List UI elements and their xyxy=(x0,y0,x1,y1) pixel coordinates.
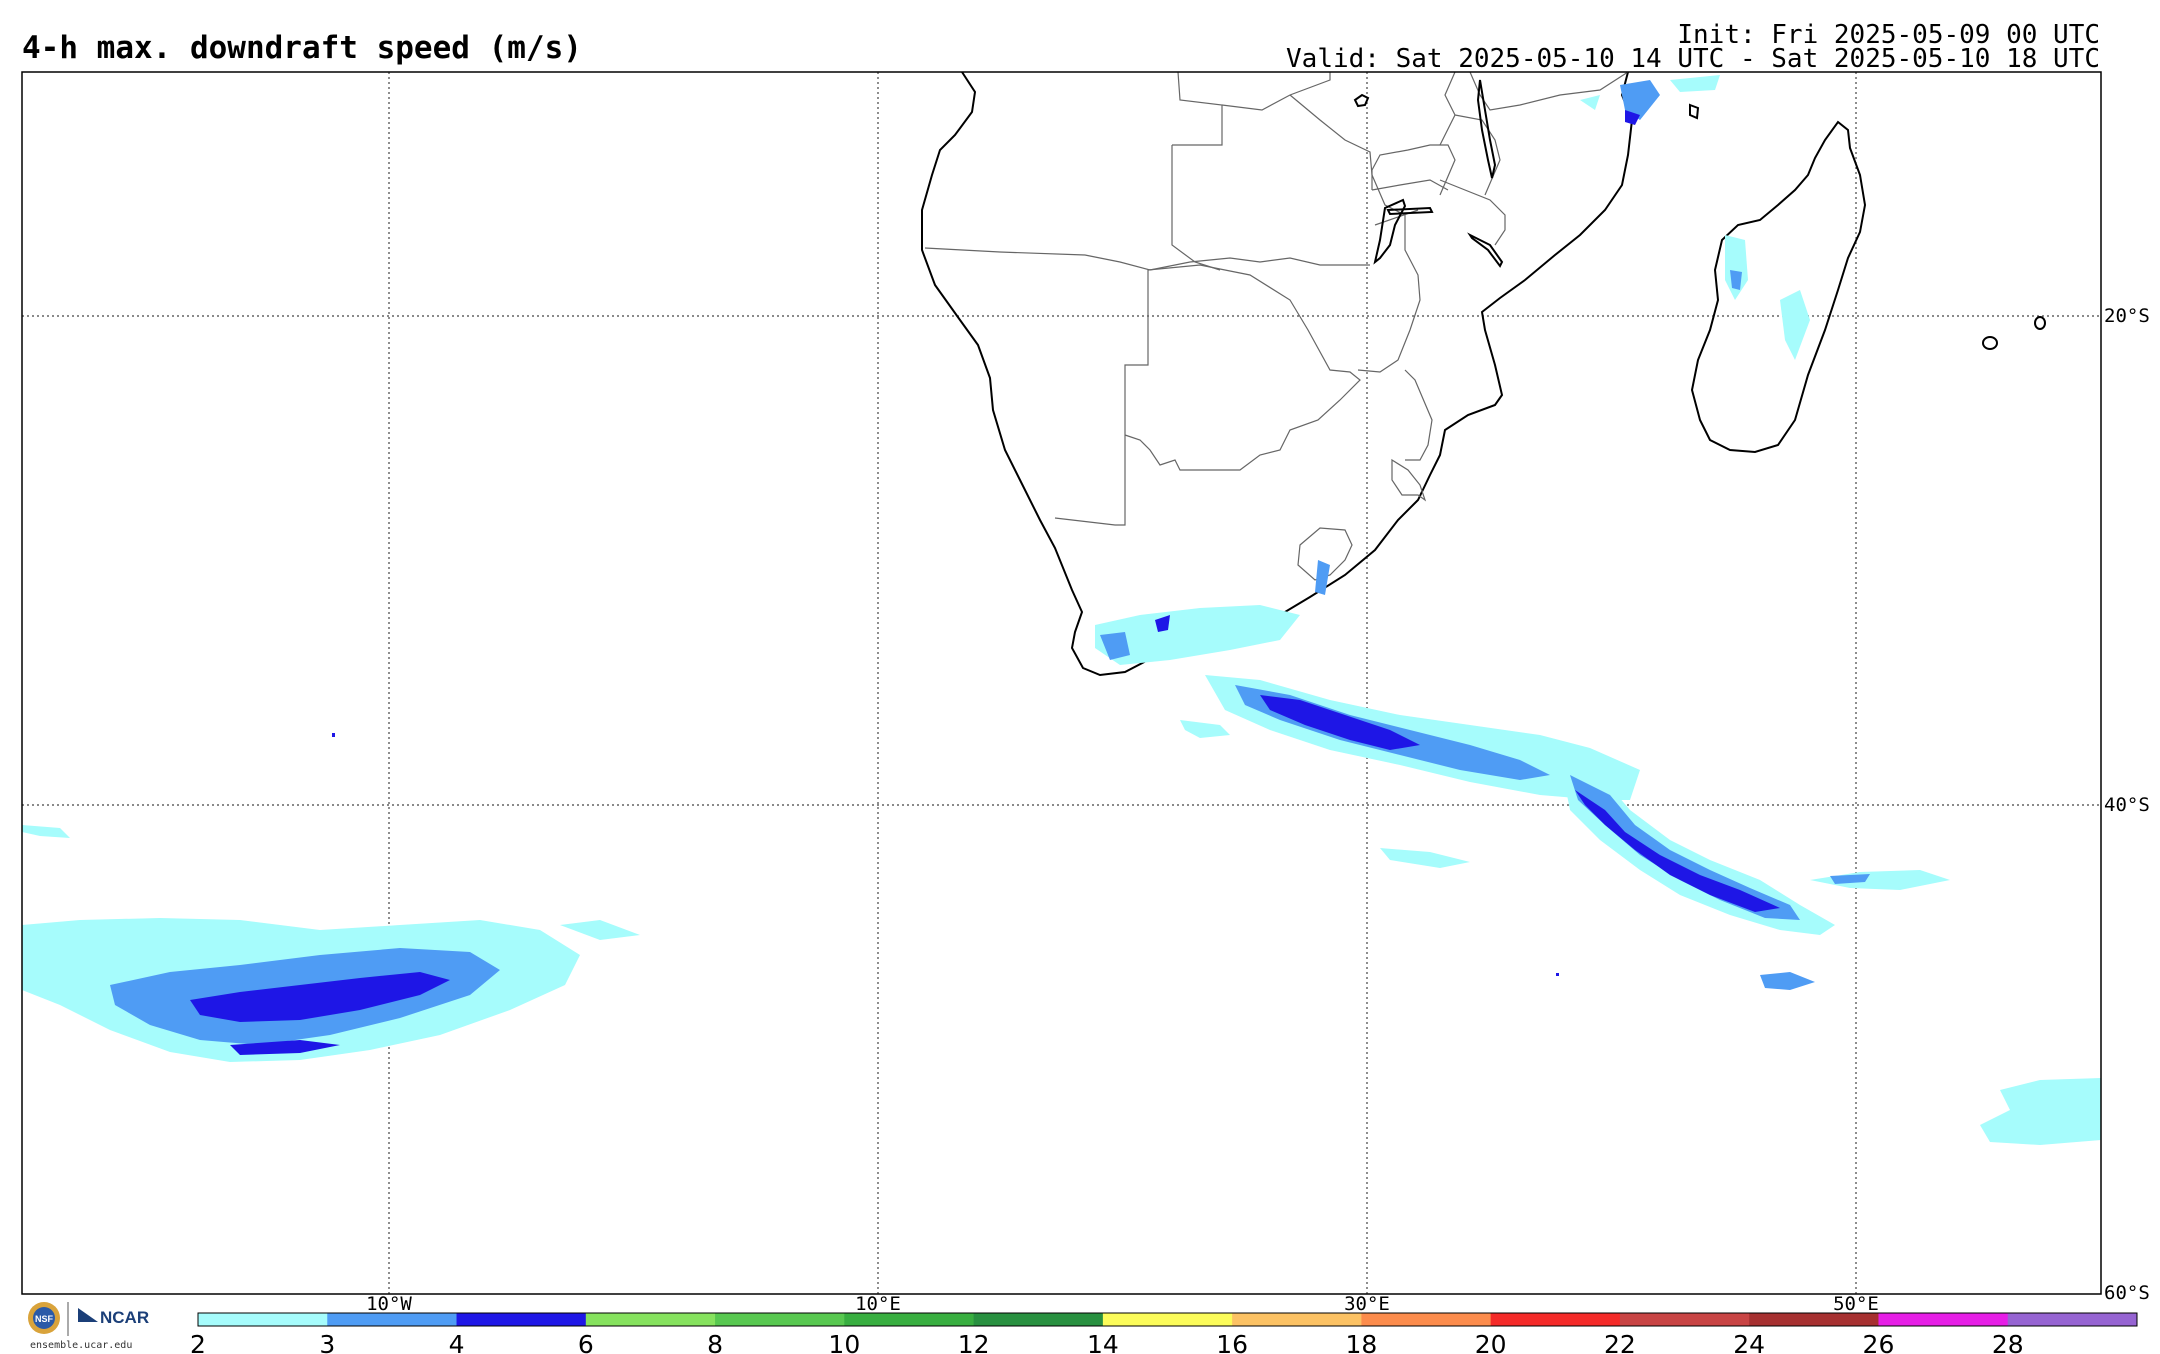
colorbar-tick-label: 24 xyxy=(1733,1330,1765,1354)
colorbar-frame xyxy=(197,1312,2138,1327)
colorbar-swatch xyxy=(456,1313,587,1326)
colorbar-tick-label: 10 xyxy=(828,1330,860,1354)
graticule xyxy=(22,72,2101,1294)
lakes xyxy=(1353,79,1504,268)
ncar-mark-icon xyxy=(78,1308,98,1322)
lon-label-10e: 10°E xyxy=(855,1293,901,1315)
colorbar-tick-label: 14 xyxy=(1087,1330,1119,1354)
colorbar-swatch xyxy=(2007,1313,2138,1326)
colorbar-swatch xyxy=(1361,1313,1492,1326)
logo-url: ensemble.ucar.edu xyxy=(30,1340,133,1351)
colorbar-tick-label: 8 xyxy=(707,1330,723,1354)
lat-label-40s: 40°S xyxy=(2104,794,2150,816)
lat-label-60s: 60°S xyxy=(2104,1282,2150,1304)
ncar-logo-text: NCAR xyxy=(100,1308,150,1327)
colorbar-swatch xyxy=(973,1313,1104,1326)
downdraft-shading xyxy=(22,75,2101,1145)
country-borders xyxy=(924,71,1629,581)
map-frame xyxy=(21,71,2102,1295)
nsf-ncar-logo: NSF xyxy=(28,1302,98,1336)
colorbar-tick-label: 3 xyxy=(319,1330,335,1354)
colorbar-swatch xyxy=(715,1313,845,1326)
colorbar-swatch xyxy=(1232,1313,1362,1326)
map-title: 4-h max. downdraft speed (m/s) xyxy=(22,30,582,66)
madagascar-coastline xyxy=(1690,120,1867,454)
colorbar-tick-label: 22 xyxy=(1604,1330,1636,1354)
islands xyxy=(1689,103,2046,350)
colorbar-tick-label: 28 xyxy=(1992,1330,2024,1354)
lon-label-30e: 30°E xyxy=(1344,1293,1390,1315)
colorbar-tick-label: 12 xyxy=(958,1330,990,1354)
valid-time: Valid: Sat 2025-05-10 14 UTC - Sat 2025-… xyxy=(1286,44,2100,74)
lat-label-20s: 20°S xyxy=(2104,305,2150,327)
colorbar-swatch xyxy=(1102,1313,1233,1326)
colorbar-tick-label: 4 xyxy=(449,1330,465,1354)
colorbar-tick-label: 26 xyxy=(1863,1330,1895,1354)
colorbar-tick-label: 18 xyxy=(1345,1330,1377,1354)
colorbar-swatch xyxy=(1749,1313,1879,1326)
colorbar-swatch xyxy=(844,1313,975,1326)
colorbar: 2 3 4 6 8 10 12 14 16 18 20 22 24 26 28 xyxy=(190,1312,2138,1354)
lon-label-50e: 50°E xyxy=(1833,1293,1879,1315)
colorbar-tick-label: 2 xyxy=(190,1330,206,1354)
colorbar-swatch xyxy=(327,1313,458,1326)
colorbar-swatch xyxy=(585,1313,716,1326)
colorbar-tick-label: 16 xyxy=(1216,1330,1248,1354)
colorbar-tick-label: 20 xyxy=(1475,1330,1507,1354)
colorbar-swatch xyxy=(1490,1313,1621,1326)
africa-coastline xyxy=(921,71,1634,677)
nsf-seal-text: NSF xyxy=(35,1314,54,1324)
colorbar-tick-label: 6 xyxy=(578,1330,594,1354)
lon-label-10w: 10°W xyxy=(366,1293,412,1315)
colorbar-swatch xyxy=(198,1313,328,1326)
colorbar-swatch xyxy=(1878,1313,2009,1326)
init-time: Init: Fri 2025-05-09 00 UTC xyxy=(1677,20,2100,50)
colorbar-swatch xyxy=(1619,1313,1750,1326)
